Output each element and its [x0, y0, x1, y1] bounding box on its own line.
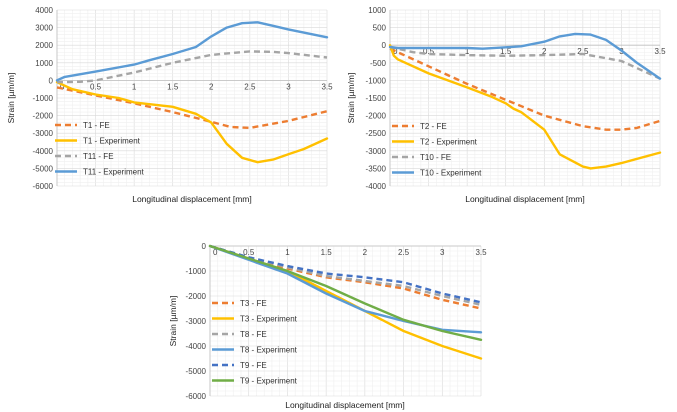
- x-tick-label: 3.5: [475, 248, 487, 257]
- x-tick-label: 1: [132, 82, 137, 91]
- y-tick-label: 1000: [35, 59, 53, 68]
- x-axis-title: Longitudinal displacement [mm]: [132, 194, 252, 204]
- grid-lines: [56, 9, 328, 187]
- y-tick-label: -2000: [186, 292, 207, 301]
- x-axis-title: Longitudinal displacement [mm]: [285, 400, 405, 410]
- y-tick-label: -500: [370, 59, 387, 68]
- series-line-t10-experiment: [388, 32, 662, 80]
- series-line-t2-fe: [389, 47, 661, 131]
- y-tick-label: -1000: [366, 76, 387, 85]
- y-tick-label: -6000: [186, 392, 207, 401]
- legend-label: T11 - FE: [83, 152, 114, 161]
- y-tick-label: -5000: [33, 164, 54, 173]
- legend-label: T9 - FE: [240, 361, 267, 370]
- legend-label: T3 - Experiment: [240, 315, 298, 324]
- x-tick-label: 3: [440, 248, 445, 257]
- y-tick-label: -6000: [33, 182, 54, 191]
- x-tick-label: 3.5: [321, 82, 333, 91]
- y-axis-title: Strain [µm/m]: [6, 73, 16, 124]
- series-line-t3-fe: [209, 244, 482, 310]
- y-tick-label: 0: [202, 242, 207, 251]
- y-tick-label: -3000: [186, 317, 207, 326]
- x-tick-label: 1: [285, 248, 290, 257]
- chart-t2-t10: 1000 500 0 -500 -1000 -1500 -2000 -2500 -3000 -35…: [346, 6, 666, 204]
- legend-label: T9 - Experiment: [240, 377, 298, 386]
- legend-label: T1 - FE: [83, 121, 110, 130]
- legend-label: T11 - Experiment: [83, 168, 145, 177]
- y-tick-label: -5000: [186, 367, 207, 376]
- y-tick-label: -4000: [366, 182, 387, 191]
- x-tick-label: 1: [465, 47, 470, 56]
- legend-label: T2 - FE: [420, 122, 447, 131]
- x-axis-title: Longitudinal displacement [mm]: [465, 194, 585, 204]
- legend-label: T10 - FE: [420, 153, 451, 162]
- legend-label: T1 - Experiment: [83, 137, 141, 146]
- series-line-t9-fe: [209, 244, 482, 304]
- y-tick-label: 3000: [35, 24, 53, 33]
- x-tick-label: 0: [213, 248, 218, 257]
- y-tick-label: 500: [373, 24, 387, 33]
- x-tick-label: 2: [209, 82, 214, 91]
- chart-t3-t8-t9: 0 -1000 -2000 -3000 -4000 -5000 -6000 0 0.5 1 1.5 2…: [168, 242, 487, 410]
- y-tick-label: -2500: [366, 129, 387, 138]
- x-tick-label: 0.5: [423, 47, 435, 56]
- y-axis-title: Strain [µm/m]: [168, 296, 178, 347]
- series-line-t2-experiment: [388, 44, 662, 170]
- y-tick-label: -3000: [33, 129, 54, 138]
- grid-lines: [389, 9, 661, 187]
- y-tick-label: -4000: [33, 147, 54, 156]
- legend: T2 - FE T2 - Experiment T10 - FE T10 - Expe…: [392, 122, 482, 178]
- x-tick-label: 1.5: [500, 47, 512, 56]
- series-line-t10-fe: [389, 45, 661, 80]
- x-tick-label: 2: [363, 248, 368, 257]
- x-tick-label: 2.5: [244, 82, 256, 91]
- y-tick-label: -3000: [366, 147, 387, 156]
- chart-t1-t11: 4000 3000 2000 1000 0 -1000 -2000 -3000 -4000 -50…: [6, 6, 333, 204]
- series-line-t8-fe: [209, 244, 482, 306]
- y-tick-label: 0: [49, 76, 54, 85]
- x-tick-label: 2.5: [398, 248, 410, 257]
- y-tick-label: 0: [382, 41, 387, 50]
- y-tick-label: 4000: [35, 6, 53, 15]
- legend-label: T3 - FE: [240, 299, 267, 308]
- legend-label: T8 - FE: [240, 330, 267, 339]
- x-tick-label: 1.5: [321, 248, 333, 257]
- x-tick-label: 0: [60, 82, 65, 91]
- series-line-t11-experiment: [55, 21, 329, 82]
- y-tick-label: -2000: [33, 112, 54, 121]
- x-tick-label: 2: [542, 47, 547, 56]
- y-tick-label: -2000: [366, 112, 387, 121]
- y-axis-title: Strain [µm/m]: [346, 73, 356, 124]
- legend-label: T10 - Experiment: [420, 169, 482, 178]
- y-tick-label: -3500: [366, 164, 387, 173]
- legend-label: T8 - Experiment: [240, 346, 298, 355]
- series-line-t11-fe: [56, 50, 328, 84]
- x-tick-label: 2.5: [577, 47, 589, 56]
- y-tick-label: 2000: [35, 41, 53, 50]
- series-line-t1-fe: [56, 86, 328, 130]
- y-tick-label: -1500: [366, 94, 387, 103]
- legend: T3 - FE T3 - Experiment T8 - FE T8 - Experi…: [212, 299, 298, 386]
- y-tick-label: -1000: [186, 267, 207, 276]
- series-line-t9-experiment: [208, 244, 483, 341]
- x-tick-label: 3.5: [654, 47, 666, 56]
- legend: T1 - FE T1 - Experiment T11 - FE T11 - Expe…: [55, 121, 145, 177]
- x-tick-label: 0.5: [90, 82, 102, 91]
- x-tick-label: 0: [393, 47, 398, 56]
- x-tick-label: 3: [286, 82, 291, 91]
- x-tick-label: 0.5: [243, 248, 255, 257]
- series-line-t1-experiment: [55, 80, 329, 164]
- y-tick-label: -4000: [186, 342, 207, 351]
- x-tick-label: 1.5: [167, 82, 179, 91]
- y-tick-label: -1000: [33, 94, 54, 103]
- legend-label: T2 - Experiment: [420, 138, 478, 147]
- y-tick-label: 1000: [368, 6, 386, 15]
